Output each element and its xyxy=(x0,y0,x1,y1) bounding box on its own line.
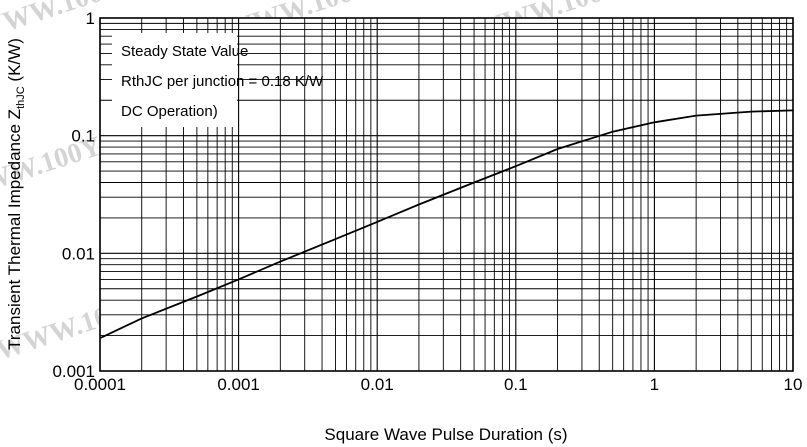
x-tick-label: 0.1 xyxy=(504,375,528,394)
y-axis-label: Transient Thermal Impedance ZthJC (K/W) xyxy=(5,38,27,350)
y-tick-label: 0.1 xyxy=(71,127,95,146)
y-tick-label: 0.01 xyxy=(62,244,95,263)
x-axis-label: Square Wave Pulse Duration (s) xyxy=(324,425,567,444)
legend-line-3: DC Operation) xyxy=(121,103,218,120)
y-tick-label: 1 xyxy=(86,9,95,28)
legend-line-2: RthJC per junction = 0.18 K/W xyxy=(121,73,324,90)
y-axis-label-main: Transient Thermal Impedance Z xyxy=(5,109,24,350)
x-tick-label: 0.0001 xyxy=(74,375,126,394)
y-axis-label-unit: (K/W) xyxy=(5,38,24,81)
legend-box xyxy=(112,33,237,127)
y-axis-label-subscript: thJC xyxy=(15,86,27,109)
x-tick-label: 1 xyxy=(650,375,659,394)
legend-line-1: Steady State Value xyxy=(121,43,248,60)
series-line-zthjc xyxy=(99,109,794,340)
x-tick-label: 0.001 xyxy=(217,375,260,394)
y-tick-label: 0.001 xyxy=(52,362,95,381)
x-tick-label: 10 xyxy=(784,375,803,394)
x-tick-label: 0.01 xyxy=(361,375,394,394)
plot-frame xyxy=(99,17,794,372)
